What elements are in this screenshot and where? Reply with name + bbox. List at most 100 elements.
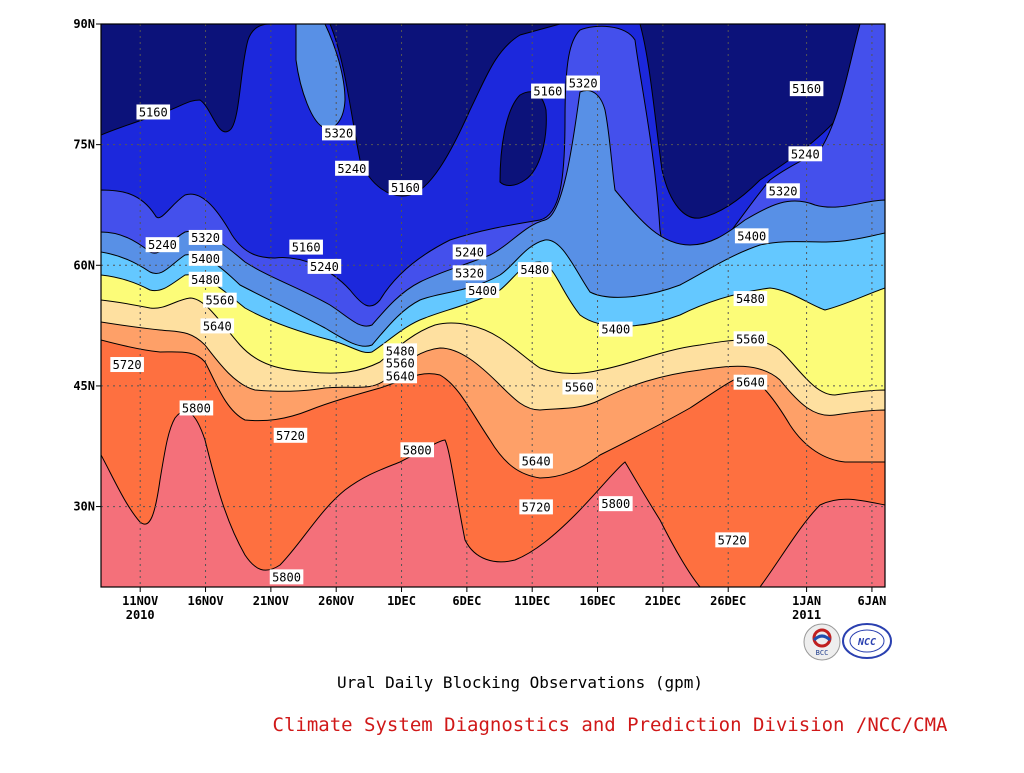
band-hole-b [295, 24, 346, 129]
contour-label: 5240 [791, 147, 820, 161]
contour-label-box [322, 125, 356, 141]
contour-plot-area [101, 24, 885, 587]
contour-label-box [562, 379, 597, 395]
band-hole-a [499, 91, 547, 186]
contour-label: 5160 [292, 241, 321, 255]
contour-label: 5320 [569, 77, 598, 91]
x-tick-label: 26NOV [318, 594, 354, 608]
contour-label: 5320 [324, 126, 353, 140]
ncc-logo-text: NCC [857, 637, 876, 648]
x-tick-year-label: 2010 [126, 608, 155, 622]
contour-label-box [188, 250, 223, 266]
contour-label-box [766, 183, 800, 199]
bcc-logo-text: BCC [816, 649, 829, 657]
x-tick-label: 11DEC [514, 594, 550, 608]
contour-label: 5800 [601, 497, 630, 511]
contour-label-box [136, 104, 171, 120]
contour-label: 5160 [792, 82, 821, 96]
contour-label: 5640 [736, 376, 765, 390]
x-tick-label: 21NOV [253, 594, 289, 608]
contour-label-box [733, 374, 768, 390]
x-tick-year-label: 2011 [792, 608, 821, 622]
contour-label: 5480 [520, 263, 549, 277]
contour-label-box [400, 442, 435, 458]
contour-label: 5320 [769, 184, 798, 198]
contour-label-box [200, 318, 235, 334]
contour-label: 5160 [139, 105, 168, 119]
contour-label: 5800 [272, 570, 301, 584]
contour-label: 5800 [182, 401, 211, 415]
contour-label: 5240 [455, 245, 484, 259]
x-tick-label: 1JAN [792, 594, 821, 608]
contour-label: 5560 [736, 332, 765, 346]
x-tick-label: 26DEC [710, 594, 746, 608]
contour-label-box [203, 292, 237, 308]
grid-lines [101, 24, 885, 587]
y-tick-label: 30N [73, 500, 95, 514]
contour-label: 5640 [386, 369, 415, 383]
x-tick-label: 21DEC [645, 594, 681, 608]
y-tick-label: 75N [73, 138, 95, 152]
contour-label: 5400 [468, 284, 497, 298]
contour-label-box [188, 229, 223, 245]
contour-label: 5400 [601, 323, 630, 337]
contour-label-box [388, 180, 423, 196]
contour-label-box [518, 262, 552, 278]
contour-label: 5720 [113, 358, 142, 372]
contour-label-box [789, 81, 824, 97]
contour-label-box [307, 258, 342, 274]
ncc-logo: NCC [842, 623, 892, 659]
contour-label-box [734, 228, 769, 244]
contour-label-box [273, 427, 308, 443]
contour-label-box [452, 244, 487, 260]
contour-label: 5800 [403, 443, 432, 457]
contour-label: 5240 [337, 162, 366, 176]
contour-label: 5400 [191, 252, 220, 266]
contour-label: 5480 [191, 273, 220, 287]
contour-labels: 5160524053205400548055605640572058005160… [110, 75, 824, 585]
contour-label-box [383, 355, 418, 371]
contour-label-box [519, 499, 553, 515]
contour-label: 5320 [191, 231, 220, 245]
contour-label: 5240 [310, 260, 339, 274]
contour-label-box [383, 368, 418, 384]
contour-label: 5560 [386, 356, 415, 370]
contour-label-box [519, 453, 553, 469]
x-tick-label: 6JAN [857, 594, 886, 608]
contour-label: 5560 [205, 294, 234, 308]
x-tick-label: 16DEC [579, 594, 615, 608]
y-tick-label: 90N [73, 17, 95, 31]
contour-label-box [733, 291, 768, 307]
contour-label-box [599, 496, 633, 512]
x-tick-label: 6DEC [452, 594, 481, 608]
chart-title: Ural Daily Blocking Observations (gpm) [337, 673, 703, 692]
contour-label: 5720 [276, 429, 305, 443]
band-gt-5800 [101, 410, 885, 587]
contour-label: 5720 [718, 533, 747, 547]
contour-label-box [383, 343, 418, 359]
contour-label: 5400 [737, 229, 766, 243]
plot-frame [100, 23, 886, 588]
contour-label-box [452, 265, 487, 281]
contour-label-box [566, 75, 600, 91]
credit-line: Climate System Diagnostics and Predictio… [273, 714, 948, 736]
contour-label: 5640 [203, 319, 232, 333]
band-5720-5800 [101, 339, 885, 587]
x-tick-label: 1DEC [387, 594, 416, 608]
contour-label-box [110, 357, 144, 373]
contour-label-box [289, 239, 323, 255]
contour-label: 5320 [455, 266, 484, 280]
x-tick-label: 11NOV [122, 594, 158, 608]
y-tick-label: 45N [73, 379, 95, 393]
x-tick-label: 16NOV [187, 594, 223, 608]
contour-label: 5640 [522, 455, 551, 469]
contour-label: 5160 [533, 85, 562, 99]
contour-label-box [531, 83, 565, 99]
contour-label-box [465, 283, 500, 299]
contour-label: 5240 [148, 238, 177, 252]
contour-label: 5480 [386, 344, 415, 358]
contour-label-box [715, 532, 749, 548]
contour-label-box [599, 321, 633, 337]
contour-label-box [179, 400, 214, 416]
